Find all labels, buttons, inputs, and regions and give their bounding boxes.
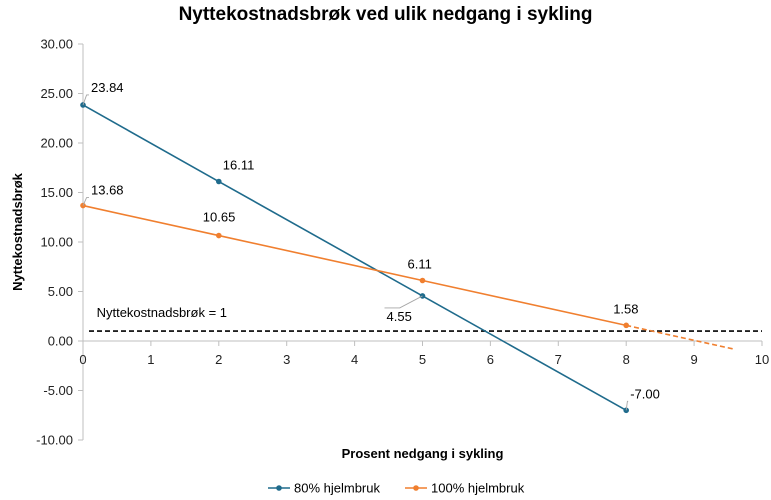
- data-label-leader: [82, 94, 89, 106]
- data-label: 6.11: [408, 257, 432, 272]
- y-tick-label: -5.00: [43, 383, 73, 398]
- x-tick-label: 7: [555, 352, 562, 367]
- series-line-1: [82, 104, 627, 411]
- legend-label-2: 100% hjelmbruk: [431, 481, 525, 496]
- y-tick-label: 0.00: [48, 334, 73, 349]
- y-tick-label: 15.00: [40, 185, 73, 200]
- data-label: 10.65: [203, 210, 236, 225]
- x-tick-label: 9: [690, 352, 697, 367]
- x-tick-label: 8: [623, 352, 630, 367]
- y-axis-title: Nyttekostnadsbrøk: [10, 172, 25, 291]
- series-2-point: [419, 277, 426, 284]
- reference-line-group: Nyttekostnadsbrøk = 1: [89, 305, 762, 332]
- y-tick-label: 25.00: [40, 86, 73, 101]
- y-tick-label: 30.00: [40, 37, 73, 52]
- reference-line-label: Nyttekostnadsbrøk = 1: [97, 305, 227, 320]
- y-tick-label: -10.00: [36, 433, 73, 448]
- series-1-point: [216, 178, 222, 185]
- series-2-point: [623, 322, 629, 329]
- series-2-point: [216, 232, 222, 239]
- axes: -10.00 -5.00 0.00 5.00 10.00 15.00 20.00 25.00 3…: [36, 37, 769, 448]
- y-tick-label: 10.00: [40, 235, 73, 250]
- data-label: 4.55: [387, 309, 412, 324]
- x-tick-label: 6: [487, 352, 494, 367]
- data-label: 16.11: [223, 158, 255, 173]
- data-label: 1.58: [613, 301, 638, 316]
- y-tick-label: 20.00: [40, 136, 73, 151]
- data-label: -7.00: [630, 386, 660, 401]
- legend-marker-1: [276, 485, 282, 491]
- legend-label-1: 80% hjelmbruk: [294, 481, 380, 496]
- series-line-2: [82, 204, 627, 327]
- series-extrapolation-2: [626, 324, 736, 351]
- x-tick-label: 3: [283, 352, 290, 367]
- data-labels: 23.84 16.11 4.55 -7.00 13.68 10.65 6.11 1.58: [82, 80, 660, 411]
- x-axis-title: Prosent nedgang i sykling: [342, 446, 504, 461]
- data-label-leader: [384, 295, 423, 309]
- x-tick-label: 10: [755, 352, 769, 367]
- data-label: 13.68: [91, 183, 124, 198]
- x-tick-label: 5: [419, 352, 426, 367]
- data-label-leader: [625, 400, 629, 411]
- series-layer: [80, 102, 736, 414]
- data-label-leader: [82, 197, 89, 206]
- legend: 80% hjelmbruk 100% hjelmbruk: [268, 481, 525, 496]
- x-tick-label: 0: [79, 352, 86, 367]
- data-label: 23.84: [91, 80, 124, 95]
- x-tick-label: 1: [147, 352, 154, 367]
- chart-title: Nyttekostnadsbrøk ved ulik nedgang i syk…: [178, 4, 593, 25]
- x-tick-label: 2: [215, 352, 222, 367]
- legend-marker-2: [413, 485, 419, 491]
- y-tick-label: 5.00: [48, 284, 73, 299]
- x-tick-label: 4: [351, 352, 358, 367]
